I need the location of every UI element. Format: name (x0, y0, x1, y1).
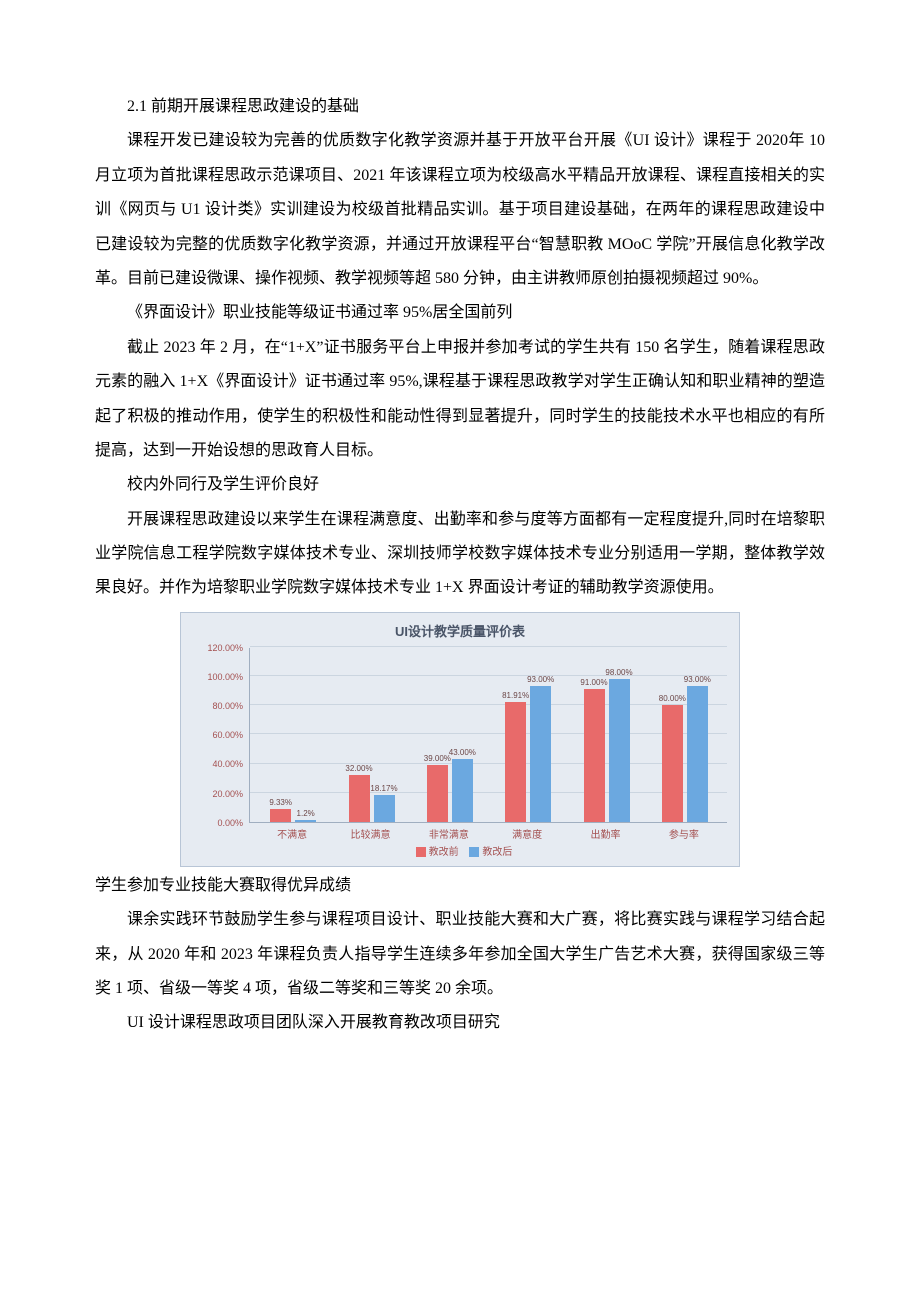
bar-value-label: 98.00% (605, 668, 632, 679)
section-heading: 2.1 前期开展课程思政建设的基础 (95, 90, 825, 124)
bar-value-label: 80.00% (659, 694, 686, 705)
bar-value-label: 43.00% (449, 748, 476, 759)
bar-value-label: 91.00% (580, 678, 607, 689)
bar-value-label: 9.33% (269, 798, 292, 809)
bar: 80.00% (662, 705, 683, 822)
chart-plot-area: 9.33%1.2%32.00%18.17%39.00%43.00%81.91%9… (249, 648, 727, 823)
bar-group: 32.00%18.17% (349, 775, 395, 822)
legend-label-before: 教改前 (429, 847, 459, 858)
bar: 91.00% (584, 689, 605, 822)
x-tick-label: 满意度 (512, 826, 542, 841)
x-tick-label: 非常满意 (429, 826, 469, 841)
bar: 93.00% (687, 686, 708, 822)
x-tick-label: 比较满意 (351, 826, 391, 841)
chart-title: UI设计教学质量评价表 (193, 621, 727, 640)
paragraph-4: 校内外同行及学生评价良好 (95, 468, 825, 502)
bar-value-label: 39.00% (424, 754, 451, 765)
paragraph-3: 截止 2023 年 2 月，在“1+X”证书服务平台上申报并参加考试的学生共有 … (95, 331, 825, 469)
chart-x-axis: 不满意 比较满意 非常满意 满意度 出勤率 参与率 (249, 823, 727, 841)
bar: 18.17% (374, 795, 395, 821)
bar: 1.2% (295, 820, 316, 822)
paragraph-8: UI 设计课程思政项目团队深入开展教育教改项目研究 (95, 1006, 825, 1040)
bar: 32.00% (349, 775, 370, 822)
bar: 98.00% (609, 679, 630, 822)
x-tick-label: 不满意 (277, 826, 307, 841)
legend-label-after: 教改后 (482, 847, 512, 858)
chart-legend: 教改前 教改后 (193, 843, 727, 858)
chart-y-axis: 120.00% 100.00% 80.00% 60.00% 40.00% 20.… (193, 648, 249, 823)
paragraph-5: 开展课程思政建设以来学生在课程满意度、出勤率和参与度等方面都有一定程度提升,同时… (95, 503, 825, 606)
bar-group: 9.33% 1.2% (270, 809, 316, 822)
bar-group: 91.00%98.00% (584, 679, 630, 822)
bar-value-label: 1.2% (297, 809, 315, 820)
legend-swatch-after (469, 847, 479, 857)
bar-value-label: 18.17% (370, 784, 397, 795)
paragraph-1: 课程开发已建设较为完善的优质数字化教学资源并基于开放平台开展《UI 设计》课程于… (95, 124, 825, 296)
bar-value-label: 32.00% (345, 764, 372, 775)
x-tick-label: 出勤率 (591, 826, 621, 841)
legend-swatch-before (416, 847, 426, 857)
bar-value-label: 93.00% (684, 675, 711, 686)
bar: 81.91% (505, 702, 526, 821)
paragraph-6: 学生参加专业技能大赛取得优异成绩 (95, 869, 825, 903)
bar-group: 80.00%93.00% (662, 686, 708, 822)
bar: 39.00% (427, 765, 448, 822)
bar: 93.00% (530, 686, 551, 822)
bar-group: 39.00%43.00% (427, 759, 473, 822)
x-tick-label: 参与率 (669, 826, 699, 841)
bar-value-label: 81.91% (502, 691, 529, 702)
bar-value-label: 93.00% (527, 675, 554, 686)
bar: 9.33% (270, 809, 291, 822)
paragraph-2: 《界面设计》职业技能等级证书通过率 95%居全国前列 (95, 296, 825, 330)
bar-group: 81.91%93.00% (505, 686, 551, 822)
bar: 43.00% (452, 759, 473, 822)
paragraph-7: 课余实践环节鼓励学生参与课程项目设计、职业技能大赛和大广赛，将比赛实践与课程学习… (95, 903, 825, 1006)
evaluation-chart: UI设计教学质量评价表 120.00% 100.00% 80.00% 60.00… (180, 612, 740, 867)
